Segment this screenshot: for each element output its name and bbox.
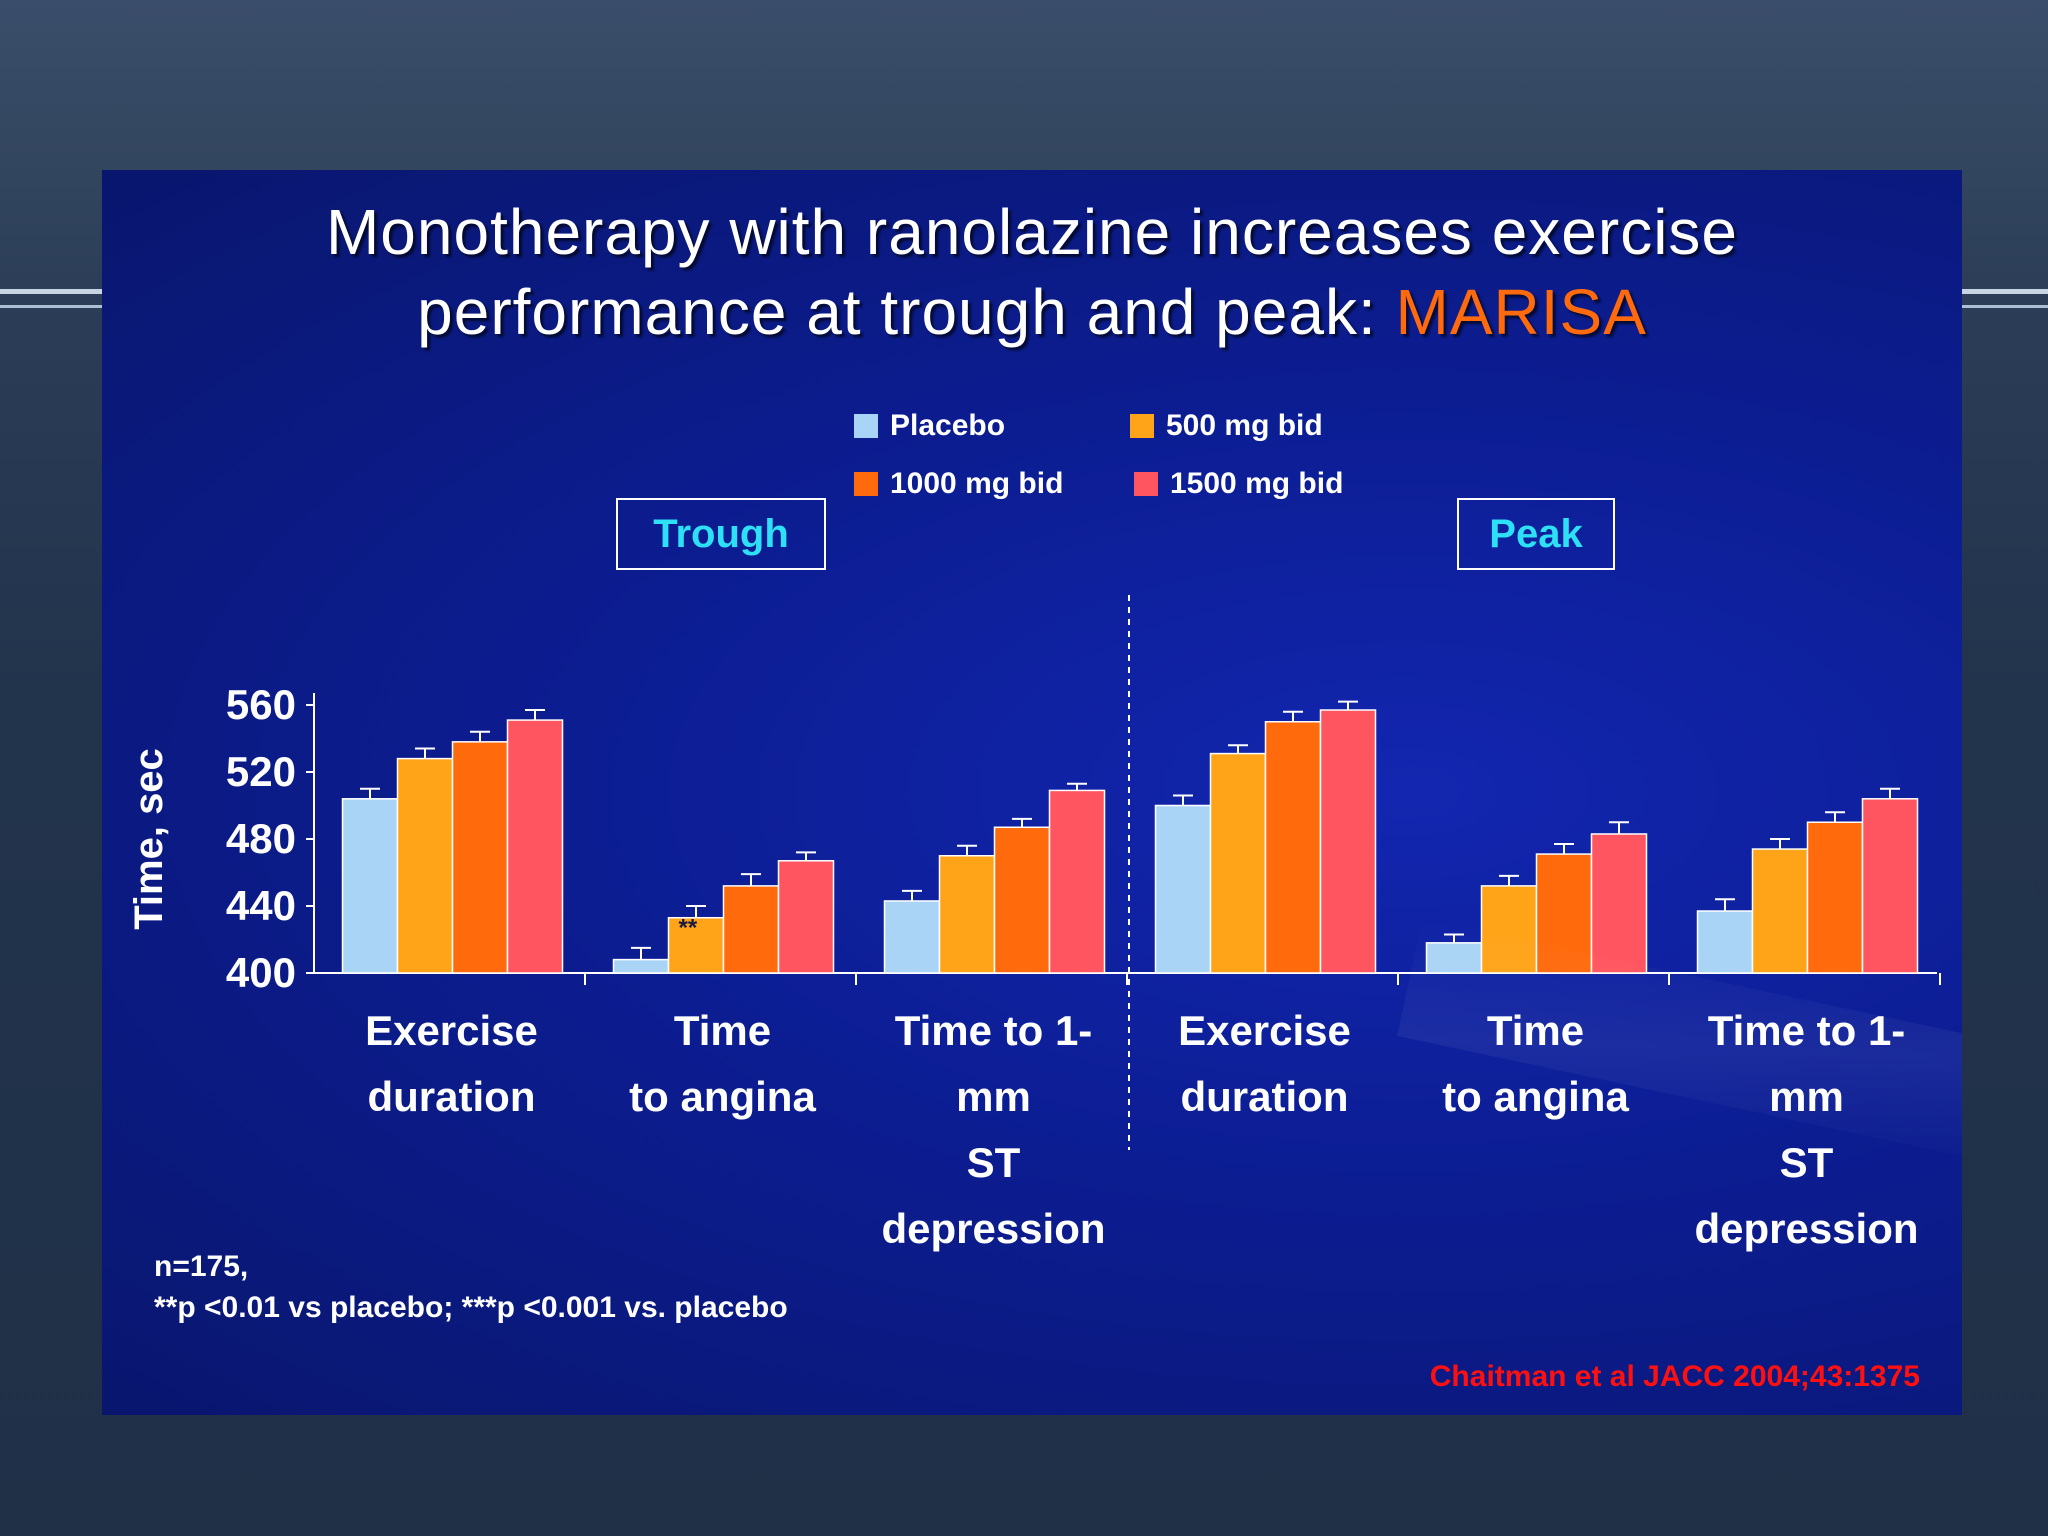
legend-swatch-1500 xyxy=(1134,472,1158,496)
x-category-label: Time to 1- xyxy=(1708,1007,1906,1054)
bar-1500 xyxy=(1319,709,1377,974)
y-tick-label: 520 xyxy=(226,748,296,795)
bar-1500 xyxy=(777,860,835,974)
bar-placebo xyxy=(1154,804,1212,974)
x-category-label: to angina xyxy=(629,1073,816,1120)
legend-item-1000: 1000 mg bid xyxy=(854,467,1064,500)
y-axis-title: Time, sec xyxy=(127,748,171,930)
bar-1000 xyxy=(722,885,780,974)
bar-placebo xyxy=(341,798,399,974)
y-tick-label: 560 xyxy=(226,681,296,728)
citation: Chaitman et al JACC 2004;43:1375 xyxy=(1429,1360,1920,1393)
bar-500 xyxy=(938,855,996,974)
x-category-label: ST xyxy=(967,1139,1021,1186)
bar-placebo xyxy=(883,900,941,974)
bar-1000 xyxy=(1535,853,1593,974)
x-category-label: Exercise xyxy=(1178,1007,1351,1054)
legend-label-500: 500 mg bid xyxy=(1166,409,1323,442)
bar-placebo xyxy=(1425,942,1483,974)
y-tick-label: 480 xyxy=(226,815,296,862)
significance-marker: ** xyxy=(679,915,698,942)
x-category-label: duration xyxy=(1181,1073,1349,1120)
panel-label-peak: Peak xyxy=(1457,498,1615,570)
x-category-label: Time xyxy=(674,1007,771,1054)
x-category-label: depression xyxy=(881,1205,1105,1252)
slide: Monotherapy with ranolazine increases ex… xyxy=(102,170,1962,1415)
bar-chart: 400 440 480 520 560 Time, sec Exercise duration… xyxy=(127,595,1941,1252)
footnote-significance: **p <0.01 vs placebo; ***p <0.001 vs. pl… xyxy=(154,1291,788,1324)
bar-1500 xyxy=(1590,833,1648,974)
legend-swatch-1000 xyxy=(854,472,878,496)
x-category-label: Exercise xyxy=(365,1007,538,1054)
x-category-label: to angina xyxy=(1442,1073,1629,1120)
slide-title-accent: MARISA xyxy=(1395,276,1647,348)
bar-500 xyxy=(396,757,454,974)
legend-item-500: 500 mg bid xyxy=(1130,409,1323,442)
bar-1500 xyxy=(506,719,564,974)
bar-1500 xyxy=(1048,789,1106,974)
x-category-label: ST xyxy=(1780,1139,1834,1186)
panel-label-trough: Trough xyxy=(616,498,826,570)
x-category-label: mm xyxy=(956,1073,1031,1120)
x-category-label: Time to 1- xyxy=(895,1007,1093,1054)
legend-swatch-500 xyxy=(1130,414,1154,438)
slide-title-line1: Monotherapy with ranolazine increases ex… xyxy=(325,196,1739,268)
bar-placebo xyxy=(1696,910,1754,974)
x-category-label: depression xyxy=(1694,1205,1918,1252)
bar-500 xyxy=(1209,752,1267,974)
bar-1000 xyxy=(1806,821,1864,974)
x-category-label: mm xyxy=(1769,1073,1844,1120)
bar-1000 xyxy=(993,826,1051,974)
slide-title-line2: performance at trough and peak: MARISA xyxy=(102,272,1962,352)
footnote-sample-size: n=175, xyxy=(154,1250,249,1283)
legend-label-placebo: Placebo xyxy=(890,409,1006,442)
bar-500 xyxy=(1480,885,1538,974)
legend-item-placebo: Placebo xyxy=(854,409,1006,442)
x-category-label: duration xyxy=(368,1073,536,1120)
legend-label-1000: 1000 mg bid xyxy=(890,467,1064,500)
legend-label-1500: 1500 mg bid xyxy=(1170,467,1344,500)
y-tick-label: 440 xyxy=(226,882,296,929)
legend-item-1500: 1500 mg bid xyxy=(1134,467,1344,500)
x-category-label: Time xyxy=(1487,1007,1584,1054)
legend-swatch-placebo xyxy=(854,414,878,438)
bar-1000 xyxy=(1264,721,1322,974)
bar-500 xyxy=(1751,848,1809,974)
y-tick-label: 400 xyxy=(226,949,296,996)
bar-1500 xyxy=(1861,798,1919,974)
slide-title-text: performance at trough and peak: xyxy=(417,276,1377,348)
bar-placebo xyxy=(612,958,670,974)
bar-1000 xyxy=(451,741,509,974)
bar-500 xyxy=(667,916,725,974)
